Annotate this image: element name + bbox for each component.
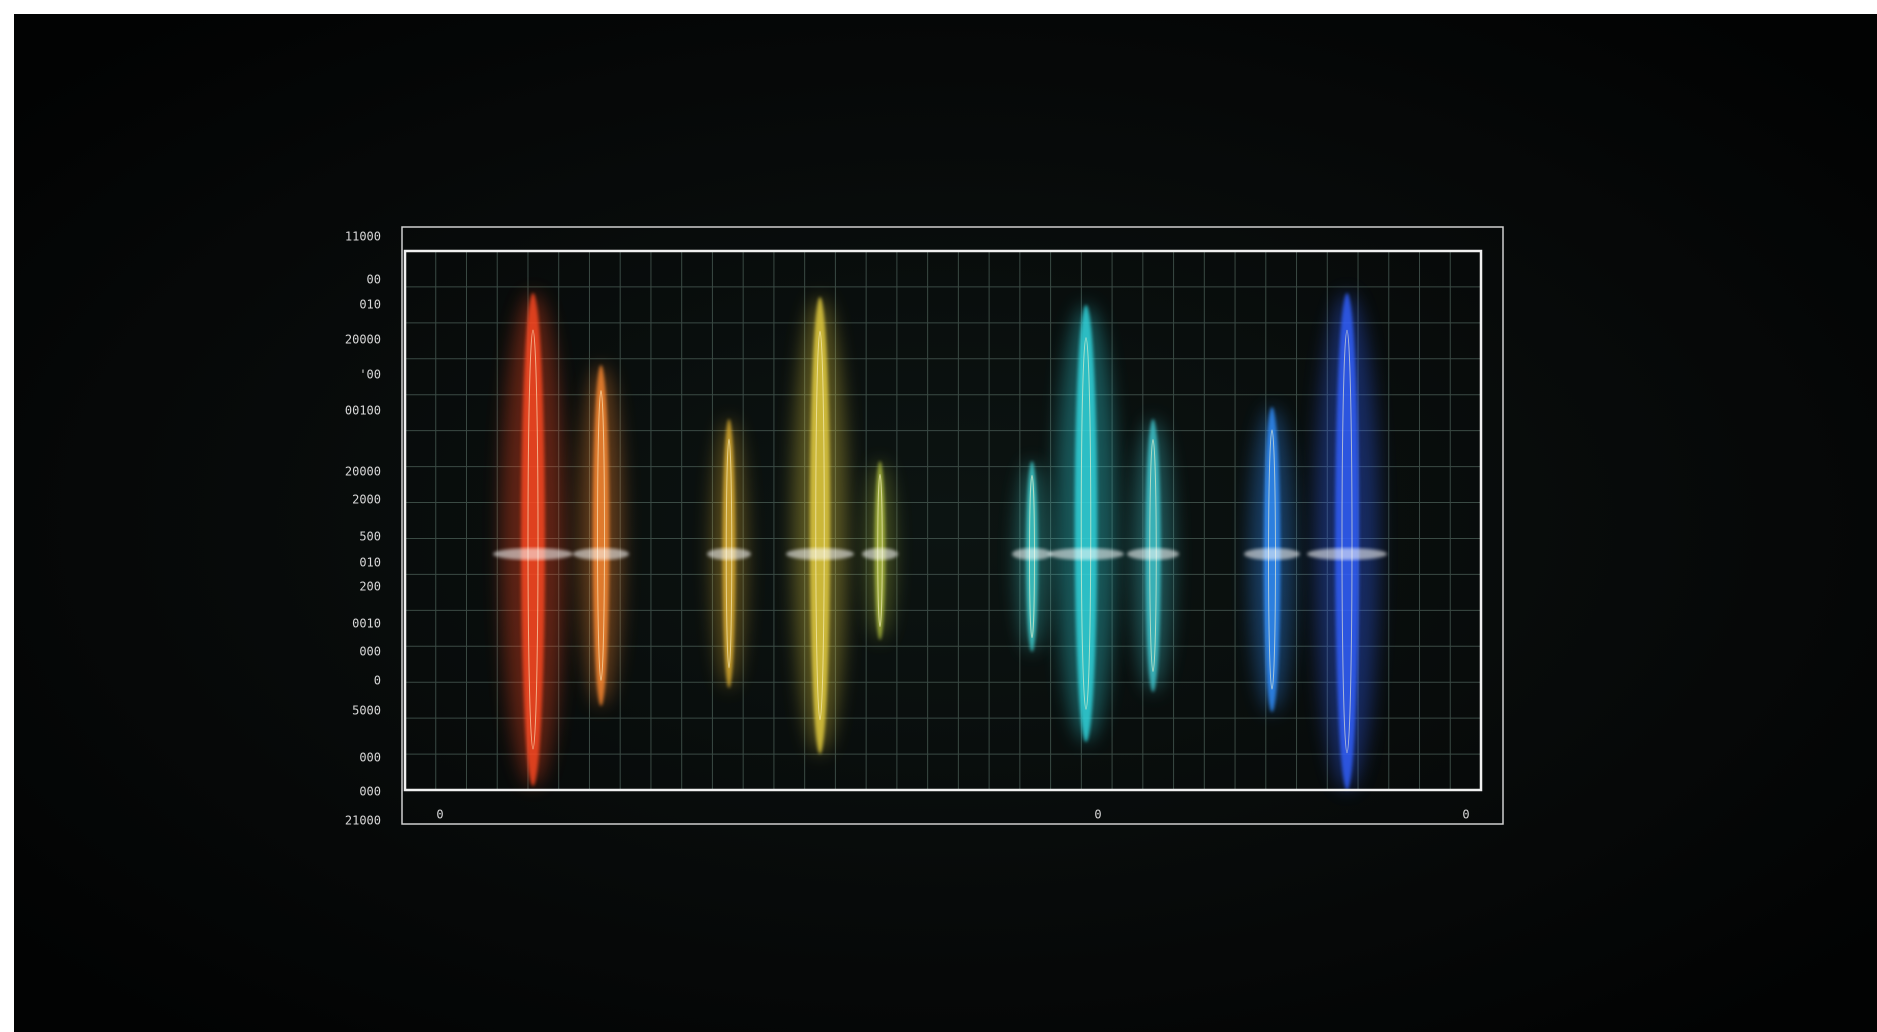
y-axis-label: 20000: [345, 465, 381, 479]
y-axis-label: 010: [359, 298, 381, 312]
spike: [809, 297, 831, 754]
y-axis-label: 5000: [352, 704, 381, 718]
x-axis-label: 0: [1462, 808, 1469, 822]
spike-core: [597, 390, 605, 681]
x-axis-label: 0: [436, 808, 443, 822]
y-axis-label: 20000: [345, 333, 381, 347]
spike: [1074, 305, 1098, 742]
y-axis-label: 200: [359, 580, 381, 594]
y-axis-label: 0: [374, 674, 381, 688]
axis-labels: 110000001020000'000010020000200050001020…: [345, 230, 1470, 828]
y-axis-label: 000: [359, 751, 381, 765]
y-axis-label: 11000: [345, 230, 381, 244]
y-axis-label: 2000: [352, 493, 381, 507]
spike: [521, 293, 545, 786]
y-axis-label: 00: [367, 273, 381, 287]
y-axis-label: 0010: [352, 617, 381, 631]
y-axis-label: 000: [359, 785, 381, 799]
y-axis-label: 010: [359, 556, 381, 570]
waveform: [493, 293, 1387, 790]
y-axis-label: '00: [359, 368, 381, 382]
background: [14, 14, 1877, 1032]
y-axis-label: 500: [359, 530, 381, 544]
outer-frame: [401, 226, 1504, 825]
spike: [592, 365, 610, 706]
spike-core: [527, 329, 539, 750]
plot-frame: [403, 249, 1483, 792]
y-axis-label: 21000: [345, 814, 381, 828]
spike-core: [815, 330, 825, 721]
spike-core: [1080, 337, 1092, 710]
x-axis-label: 0: [1094, 808, 1101, 822]
y-axis-label: 000: [359, 645, 381, 659]
y-axis-label: 00100: [345, 404, 381, 418]
spike: [1335, 293, 1359, 790]
spike-core: [1341, 329, 1353, 754]
